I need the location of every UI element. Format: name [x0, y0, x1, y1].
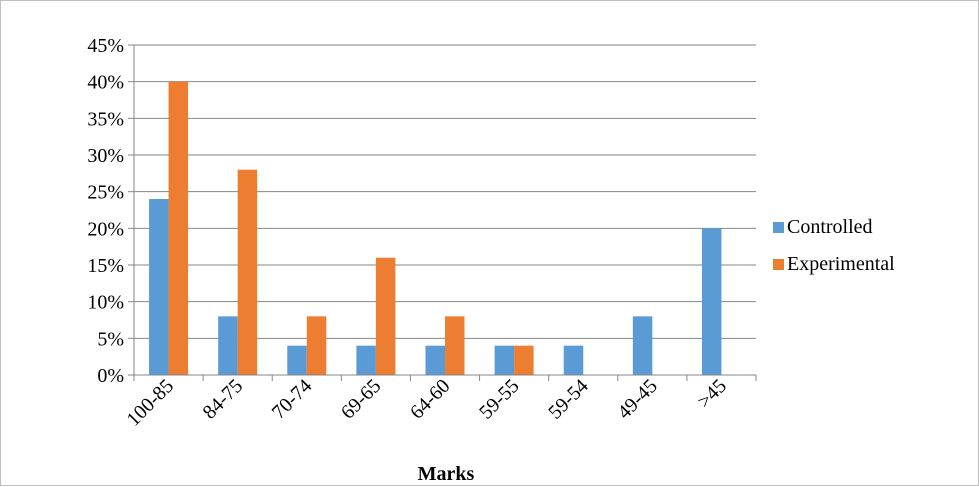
y-tick-label: 35%: [87, 108, 124, 130]
x-tick-label: 59-54: [544, 375, 593, 424]
bar-controlled: [356, 345, 376, 375]
y-tick-label: 25%: [87, 182, 124, 204]
x-tick-label: 64-60: [406, 375, 455, 424]
y-tick-label: 45%: [87, 35, 124, 57]
bar-controlled: [149, 199, 169, 375]
y-tick-label: 0%: [97, 365, 124, 387]
bars: [149, 81, 722, 376]
bar-experimental: [514, 345, 534, 375]
bar-experimental: [445, 316, 465, 375]
x-tick-label: 70-74: [268, 375, 317, 424]
legend-label-experimental: Experimental: [787, 253, 895, 275]
bar-controlled: [218, 316, 238, 375]
bar-experimental: [306, 316, 327, 375]
bar-controlled: [494, 345, 515, 375]
x-tick-label: 84-75: [199, 375, 248, 424]
y-tick-label: 5%: [97, 328, 124, 350]
y-tick-label: 10%: [87, 292, 124, 314]
x-tick-label: 100-85: [122, 375, 178, 431]
legend-swatch-experimental: [773, 259, 784, 270]
y-tick-label: 20%: [87, 218, 124, 240]
x-tick-label: >45: [693, 375, 731, 413]
y-tick-label: 30%: [87, 145, 124, 167]
bar-controlled: [287, 345, 307, 375]
x-tick-label: 59-55: [475, 375, 524, 424]
bar-controlled: [701, 228, 722, 375]
x-tick-label: 69-65: [337, 375, 386, 424]
x-axis-label: Marks: [418, 463, 475, 485]
legend: Controlled Experimental: [773, 216, 895, 275]
y-axis: 0% 5% 10% 15% 20% 25% 30% 35% 40% 45%: [87, 35, 135, 387]
bar-controlled: [563, 345, 584, 375]
bar-controlled: [632, 316, 653, 375]
y-tick-label: 40%: [87, 72, 124, 94]
legend-swatch-controlled: [773, 222, 784, 233]
bar-experimental: [375, 257, 396, 375]
x-tick-label: 49-45: [613, 375, 662, 424]
x-axis: 100-85 84-75 70-74 69-65 64-60 59-55 59-54 49-4…: [122, 374, 757, 431]
bar-controlled: [425, 345, 445, 375]
y-tick-label: 15%: [87, 255, 124, 277]
bar-experimental: [237, 169, 258, 375]
legend-label-controlled: Controlled: [787, 216, 873, 238]
bar-experimental: [168, 81, 189, 376]
